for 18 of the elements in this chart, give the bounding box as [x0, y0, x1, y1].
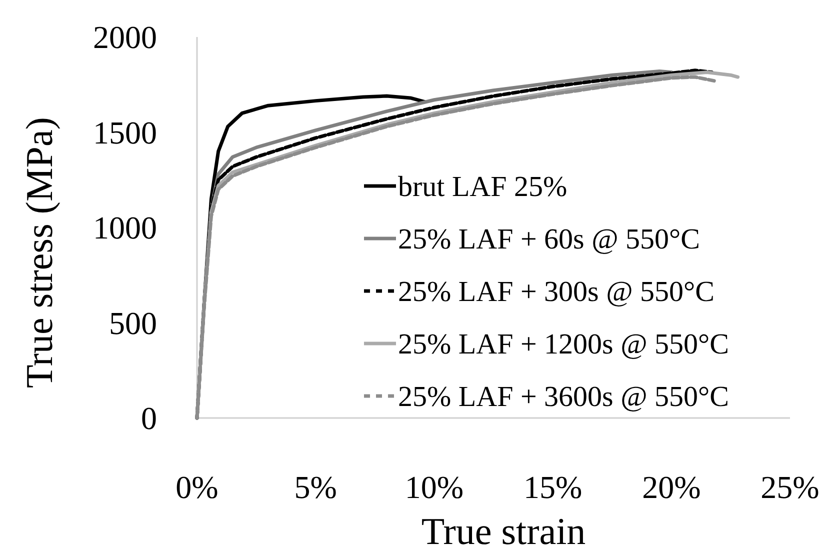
legend-label: 25% LAF + 1200s @ 550°C: [398, 328, 729, 361]
y-tick-label: 1000: [93, 210, 157, 246]
x-tick-label: 20%: [642, 469, 701, 505]
y-tick-label: 500: [109, 304, 157, 341]
legend-label: 25% LAF + 60s @ 550°C: [398, 224, 700, 256]
y-tick-label: 0: [141, 400, 157, 436]
x-tick-label: 0%: [176, 469, 218, 505]
x-tick-label: 15%: [523, 469, 582, 505]
x-tick-label: 10%: [404, 469, 464, 505]
x-tick-label: 25%: [760, 469, 820, 505]
x-axis-title: True strain: [421, 511, 586, 553]
y-tick-label: 1500: [93, 114, 157, 150]
legend-label: 25% LAF + 300s @ 550°C: [398, 276, 714, 308]
y-axis-title: True stress (MPa): [19, 117, 61, 388]
y-tick-label: 2000: [93, 19, 157, 56]
legend-label: brut LAF 25%: [398, 171, 568, 204]
x-tick-label: 5%: [294, 469, 337, 505]
legend-label: 25% LAF + 3600s @ 550°C: [398, 381, 729, 414]
